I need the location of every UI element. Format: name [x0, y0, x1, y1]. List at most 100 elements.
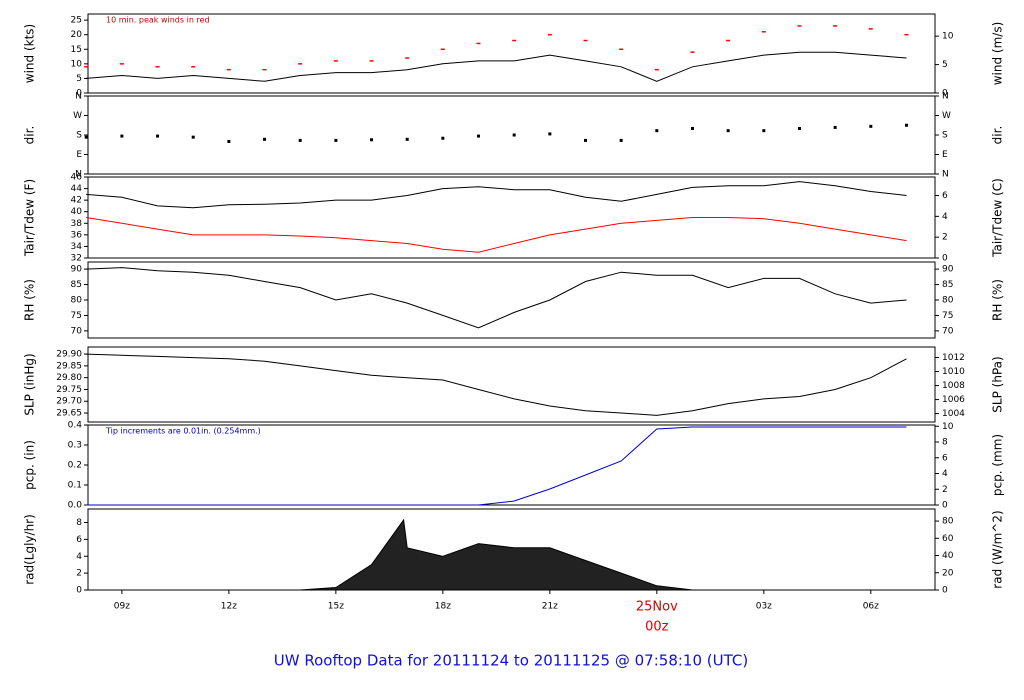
y-tick-label: N — [75, 92, 82, 102]
x-tick-label: 03z — [756, 602, 772, 612]
x-tick-label: 12z — [221, 602, 237, 612]
y2-tick-label: 90 — [942, 265, 954, 275]
series-line — [86, 217, 907, 253]
direction-point — [619, 138, 623, 142]
x-tick-label: 09z — [114, 602, 130, 612]
direction-point — [548, 132, 552, 136]
direction-point — [156, 134, 160, 138]
direction-point — [263, 137, 267, 141]
direction-point — [690, 127, 694, 130]
panel-frame — [87, 13, 936, 94]
panel-frame — [87, 261, 936, 339]
y2-tick-label: 1012 — [942, 353, 965, 363]
y-tick-label: 15 — [71, 45, 82, 55]
panel-frame — [87, 346, 936, 423]
y2-tick-label: 20 — [942, 568, 954, 578]
y-tick-label: 44 — [71, 184, 83, 194]
y-tick-label: 80 — [71, 296, 83, 306]
y2-tick-label: 4 — [942, 469, 948, 479]
y2-tick-label: 5 — [942, 60, 948, 70]
series-area — [86, 518, 907, 591]
y-tick-label: S — [76, 131, 82, 141]
series-line — [86, 181, 907, 209]
y2-axis-label: SLP (hPa) — [991, 356, 1005, 412]
direction-point — [904, 123, 908, 127]
direction-point — [84, 135, 88, 139]
y2-tick-label: 1006 — [942, 395, 965, 405]
x-tick-label: 21z — [542, 602, 558, 612]
y2-tick-label: 75 — [942, 311, 953, 321]
y2-tick-label: 10 — [942, 422, 954, 432]
y-tick-label: 0 — [76, 89, 82, 99]
x-tick-label: 00z — [645, 620, 669, 635]
series-line — [86, 426, 907, 506]
annotation: 10 min. peak winds in red — [106, 16, 210, 25]
y-tick-label: 38 — [71, 219, 83, 229]
y-tick-label: 29.80 — [56, 373, 82, 383]
y-tick-label: 25 — [71, 16, 82, 26]
y-tick-label: 29.70 — [56, 397, 82, 407]
y-tick-label: 20 — [71, 30, 83, 40]
y2-axis-label: Tair/Tdew (C) — [991, 178, 1005, 258]
y-tick-label: 29.65 — [56, 409, 82, 419]
direction-point — [298, 138, 302, 142]
y-axis-label: dir. — [23, 126, 37, 145]
y2-axis-label: wind (m/s) — [991, 22, 1005, 86]
series-line — [86, 267, 907, 329]
direction-point — [584, 138, 588, 142]
y-tick-label: 0.4 — [68, 421, 83, 431]
y-tick-label: 10 — [71, 59, 83, 69]
y-tick-label: 6 — [76, 535, 82, 545]
y2-axis-label: pcp. (mm) — [991, 434, 1005, 496]
y2-tick-label: 80 — [942, 296, 954, 306]
y-tick-label: 0.3 — [68, 441, 82, 451]
y-tick-label: 36 — [71, 230, 83, 240]
y-tick-label: 42 — [71, 196, 82, 206]
y-axis-label: wind (kts) — [23, 24, 37, 83]
y-axis-label: RH (%) — [23, 279, 37, 321]
y-tick-label: 4 — [76, 552, 82, 562]
direction-point — [477, 134, 481, 138]
y2-tick-label: 0 — [942, 586, 948, 596]
y2-tick-label: 6 — [942, 191, 948, 201]
x-tick-label: 18z — [435, 602, 451, 612]
y2-axis-label: RH (%) — [991, 279, 1005, 321]
y2-tick-label: 4 — [942, 212, 948, 222]
y-tick-label: 29.90 — [56, 350, 82, 360]
direction-point — [227, 140, 231, 143]
y2-tick-label: E — [942, 150, 948, 160]
direction-point — [370, 138, 374, 142]
y2-tick-label: 0 — [942, 501, 948, 511]
y-axis-label: SLP (inHg) — [23, 353, 37, 415]
y2-tick-label: 85 — [942, 280, 953, 290]
y-tick-label: 29.75 — [56, 385, 82, 395]
y-axis-label: Tair/Tdew (F) — [23, 179, 37, 257]
direction-point — [797, 127, 801, 130]
x-tick-label: 06z — [863, 602, 879, 612]
footer-title: UW Rooftop Data for 20111124 to 20111125… — [274, 652, 748, 670]
y2-tick-label: 60 — [942, 534, 954, 544]
y2-tick-label: W — [942, 111, 951, 121]
direction-point — [869, 124, 873, 128]
series-line — [86, 353, 907, 416]
y2-tick-label: 70 — [942, 326, 954, 336]
x-date-label: 25Nov — [636, 600, 678, 615]
direction-point — [191, 135, 195, 139]
y2-tick-label: N — [942, 170, 949, 180]
series-line — [86, 51, 907, 82]
direction-point — [512, 133, 516, 137]
panel-frame — [87, 95, 936, 175]
annotation: Tip increments are 0.01in. (0.254mm.) — [105, 427, 261, 436]
y2-tick-label: 0 — [942, 254, 948, 264]
y-tick-label: 5 — [76, 74, 82, 84]
direction-point — [334, 138, 338, 142]
y-tick-label: 0.2 — [68, 461, 82, 471]
panel-frame — [87, 424, 936, 506]
y-tick-label: 2 — [76, 569, 82, 579]
y2-tick-label: S — [942, 131, 948, 141]
direction-point — [833, 125, 837, 129]
y-tick-label: 0.1 — [68, 481, 82, 491]
direction-point — [120, 134, 124, 138]
